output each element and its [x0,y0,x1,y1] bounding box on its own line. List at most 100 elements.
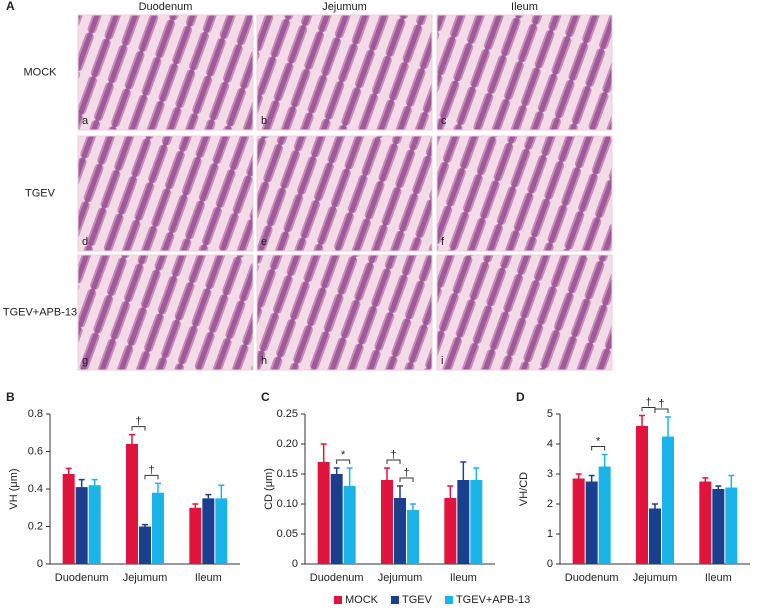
y-tick-label: 0.05 [277,528,298,540]
bar [62,474,75,564]
bar [202,498,215,564]
column-header: Ileum [511,1,538,13]
y-tick-label: 3 [547,468,553,480]
bar [712,489,725,564]
row-label: MOCK [24,66,58,78]
bar [699,481,712,564]
y-axis-title: CD (μm) [263,468,275,510]
x-tick-label: Duodenum [55,572,109,584]
panel-label: D [516,390,525,404]
significance-bracket [386,459,401,464]
bar [636,426,648,564]
bar [126,444,138,564]
bar [189,507,202,564]
significance-label: † [403,467,409,479]
y-tick-label: 0 [37,558,43,570]
significance-bracket [591,446,606,451]
x-tick-label: Ileum [705,572,732,584]
histology-image [77,135,254,252]
image-label: d [82,236,88,248]
bar [457,480,470,564]
bar [598,466,611,564]
image-label: e [261,236,267,248]
image-label: b [261,115,267,127]
bar [649,508,661,564]
image-label: c [441,115,447,127]
bar [330,474,343,564]
histology-image [77,254,254,371]
bar [585,481,598,564]
row-label: TGEV [25,187,56,199]
y-tick-label: 0.4 [28,483,43,495]
column-header: Jejumum [322,1,367,13]
y-tick-label: 0.10 [277,498,298,510]
image-label: h [261,355,267,367]
significance-label: † [658,398,664,410]
bar [394,498,406,564]
y-tick-label: 0.8 [28,408,43,420]
legend-swatch [391,596,399,604]
bar [343,486,356,564]
y-tick-label: 0.2 [28,520,43,532]
bar [381,480,393,564]
bar [662,436,674,564]
bar [444,498,457,564]
row-label: TGEV+APB-13 [3,306,77,318]
significance-bracket [654,408,669,413]
legend-label: MOCK [345,594,379,606]
image-label: i [441,355,443,367]
x-tick-label: Duodenum [310,572,364,584]
x-tick-label: Jejumum [378,572,423,584]
bar [572,478,585,564]
histology-image [256,14,433,131]
x-tick-label: Jejumum [123,572,168,584]
significance-label: * [341,449,346,461]
bar [215,498,228,564]
x-tick-label: Ileum [195,572,222,584]
significance-label: † [135,416,141,428]
histology-image [256,254,433,371]
y-tick-label: 0 [547,558,553,570]
legend-label: TGEV+APB-13 [456,594,530,606]
significance-label: † [390,449,396,461]
bar [139,526,151,564]
y-tick-label: 0.6 [28,445,43,457]
bar [470,480,483,564]
y-tick-label: 0 [292,558,298,570]
histology-image [436,254,613,371]
legend-label: TGEV [402,594,433,606]
y-tick-label: 0.25 [277,408,298,420]
image-label: g [82,355,88,367]
y-tick-label: 5 [547,408,553,420]
bar [152,492,164,564]
significance-label: † [645,396,651,408]
panel-label: C [261,390,270,404]
significance-bracket [131,426,146,431]
significance-bracket [336,459,351,464]
y-tick-label: 1 [547,528,553,540]
histology-image [77,14,254,131]
significance-bracket [144,474,159,480]
image-label: a [82,115,89,127]
legend-swatch [444,596,453,604]
histology-image [436,135,613,252]
histology-image [436,14,613,131]
bar [317,462,330,564]
significance-label: * [596,435,601,447]
y-tick-label: 0.15 [277,468,298,480]
column-header: Duodenum [139,1,193,13]
x-tick-label: Ileum [450,572,477,584]
legend-swatch [334,596,342,604]
bar [407,510,419,564]
bar [88,485,101,564]
y-tick-label: 2 [547,498,553,510]
image-label: f [441,236,445,248]
bar [75,487,88,564]
x-tick-label: Jejumum [633,572,678,584]
y-tick-label: 0.20 [277,438,298,450]
significance-bracket [399,477,414,482]
y-axis-title: VH (μm) [8,468,20,509]
panel-label: B [6,390,15,404]
y-tick-label: 4 [547,438,553,450]
